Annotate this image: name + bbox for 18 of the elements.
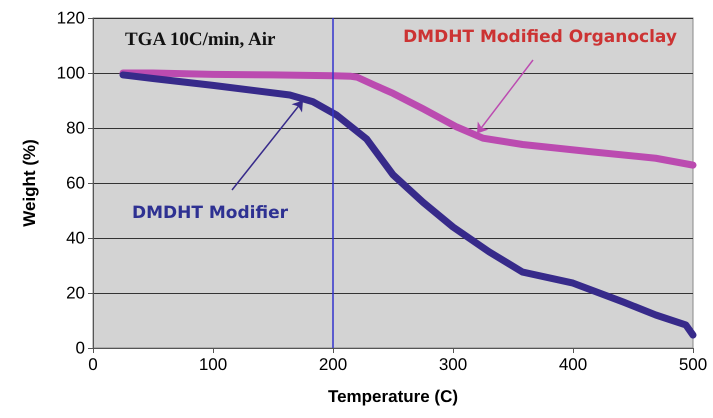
y-axis-title: Weight (%) [20, 139, 39, 227]
x-tick-label: 300 [438, 355, 468, 374]
y-tick-label: 120 [56, 8, 85, 28]
y-tick-label: 20 [66, 284, 85, 302]
y-tick-label: 40 [66, 228, 85, 248]
x-tick-label: 400 [558, 355, 588, 374]
y-tick-label: 0 [76, 338, 85, 358]
x-tick-label: 500 [678, 355, 708, 374]
x-tick-label: 200 [318, 355, 348, 374]
y-tick-label: 100 [56, 64, 85, 82]
x-tick-label: 0 [88, 355, 98, 374]
annotation: DMDHT Modifier [132, 203, 289, 223]
x-axis-title: Temperature (C) [328, 387, 458, 406]
y-tick-label: 60 [66, 174, 85, 192]
annotation: DMDHT Modified Organoclay [403, 27, 677, 47]
annotation: TGA 10C/min, Air [125, 29, 276, 50]
x-tick-label: 100 [198, 355, 228, 374]
y-tick-label: 80 [66, 118, 85, 138]
